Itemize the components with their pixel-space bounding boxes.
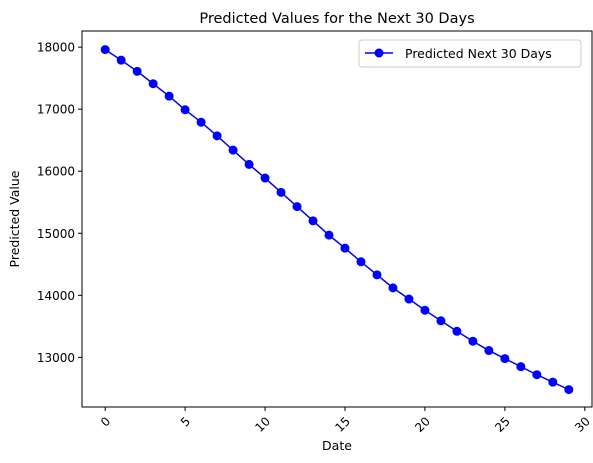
data-point: [388, 283, 398, 293]
legend-box: [358, 39, 582, 68]
x-axis-label: Date: [322, 438, 352, 453]
data-point: [180, 105, 190, 115]
data-point: [564, 385, 574, 395]
legend: Predicted Next 30 Days: [358, 39, 582, 68]
y-tick-label: 14000: [37, 289, 75, 303]
data-point: [164, 91, 174, 101]
data-point: [244, 159, 254, 169]
legend-label: Predicted Next 30 Days: [405, 46, 552, 61]
data-point: [100, 45, 110, 55]
data-point: [516, 362, 526, 372]
data-point: [340, 243, 350, 253]
data-point: [212, 131, 222, 141]
data-point: [436, 316, 446, 326]
data-point: [308, 216, 318, 226]
data-point: [292, 202, 302, 212]
data-point: [116, 55, 126, 65]
chart-title: Predicted Values for the Next 30 Days: [199, 11, 474, 27]
y-tick-label: 18000: [37, 41, 75, 55]
data-point: [500, 354, 510, 364]
data-point: [372, 270, 382, 280]
data-point: [484, 346, 494, 356]
data-point: [132, 66, 142, 76]
data-point: [420, 305, 430, 315]
data-point: [548, 377, 558, 387]
x-tick-label: 0: [98, 414, 113, 429]
x-tick-label: 5: [178, 414, 193, 429]
data-point: [356, 257, 366, 267]
data-point: [532, 370, 542, 380]
x-tick-label: 20: [412, 414, 433, 435]
x-axis: 0 5 10 15 20 25 30: [98, 407, 593, 435]
legend-marker: [374, 48, 384, 58]
data-point: [468, 336, 478, 346]
y-tick-label: 16000: [37, 165, 75, 179]
series-line: [104, 48, 570, 391]
x-tick-label: 10: [252, 414, 273, 435]
y-tick-label: 17000: [37, 103, 75, 117]
data-point: [452, 326, 462, 336]
data-point: [324, 230, 334, 240]
data-point: [196, 117, 206, 127]
x-tick-label: 25: [492, 414, 513, 435]
data-point: [276, 187, 286, 197]
data-point: [260, 173, 270, 183]
x-tick-label: 15: [332, 414, 353, 435]
data-point: [228, 145, 238, 155]
y-tick-label: 13000: [37, 351, 75, 365]
y-axis: 13000 14000 15000 16000 17000 18000: [37, 41, 82, 365]
series-line-group: [100, 45, 574, 395]
plot-frame: [81, 30, 593, 408]
data-point: [148, 79, 158, 89]
y-tick-label: 15000: [37, 227, 75, 241]
data-point: [404, 294, 414, 304]
y-axis-label: Predicted Value: [7, 170, 22, 267]
x-tick-label: 30: [572, 414, 593, 435]
